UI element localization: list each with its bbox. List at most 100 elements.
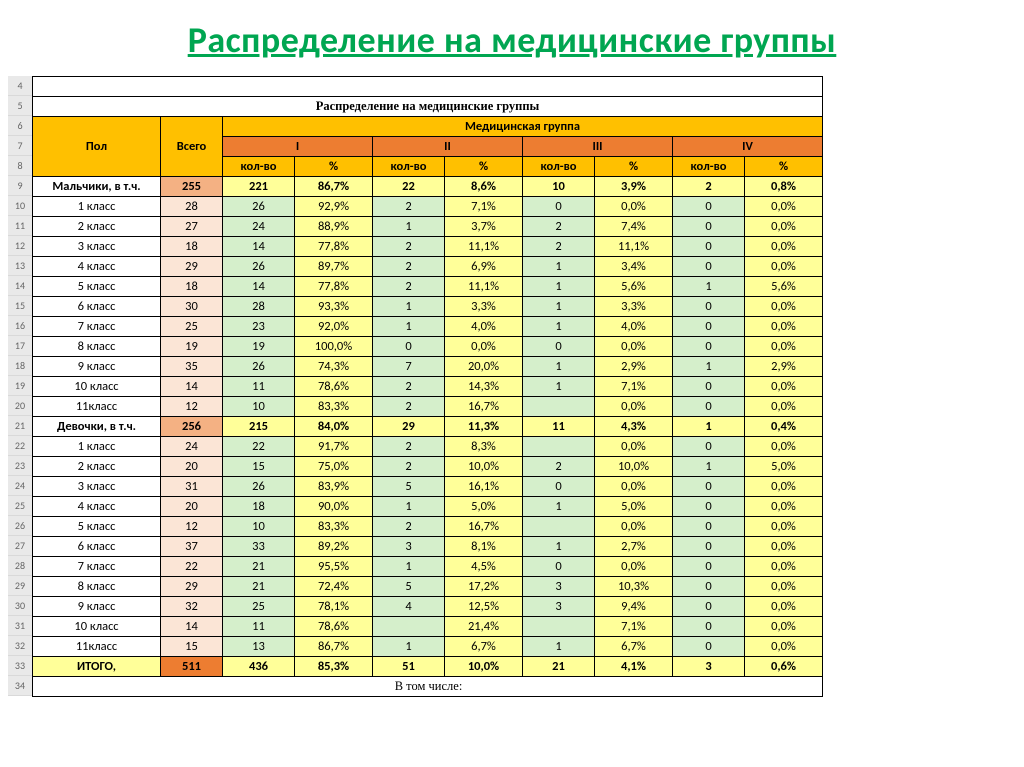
row-total: 14 [161,377,223,397]
row-number: 31 [8,616,32,636]
cell-count: 2 [673,177,745,197]
cell-percent: 0,0% [745,637,823,657]
header-total: Всего [161,117,223,177]
cell-percent: 20,0% [445,357,523,377]
cell-count: 1 [373,317,445,337]
table-row: 11класс121083,3%216,7%0,0%00,0% [33,397,823,417]
cell-count: 0 [673,197,745,217]
row-number: 27 [8,536,32,556]
row-number: 28 [8,556,32,576]
table-row: 6 класс373389,2%38,1%12,7%00,0% [33,537,823,557]
table-row: 11класс151386,7%16,7%16,7%00,0% [33,637,823,657]
cell-count: 14 [223,237,295,257]
row-total: 22 [161,557,223,577]
cell-count: 0 [673,297,745,317]
table-row: 5 класс181477,8%211,1%15,6%15,6% [33,277,823,297]
row-number: 19 [8,376,32,396]
cell-count: 0 [523,337,595,357]
cell-count: 0 [673,597,745,617]
cell-count: 3 [523,597,595,617]
table-row: 1 класс282692,9%27,1%00,0%00,0% [33,197,823,217]
cell-count: 2 [373,457,445,477]
cell-count: 0 [673,637,745,657]
cell-count: 0 [673,377,745,397]
cell-count: 1 [373,497,445,517]
cell-count: 22 [373,177,445,197]
cell-percent: 100,0% [295,337,373,357]
cell-count: 26 [223,257,295,277]
cell-percent: 3,3% [595,297,673,317]
cell-percent: 5,0% [745,457,823,477]
row-total: 32 [161,597,223,617]
cell-count [373,617,445,637]
cell-count: 0 [673,217,745,237]
table-row: 9 класс322578,1%412,5%39,4%00,0% [33,597,823,617]
cell-percent: 11,1% [445,237,523,257]
cell-count: 18 [223,497,295,517]
header-percent: % [295,157,373,177]
row-total: 20 [161,457,223,477]
cell-percent: 7,1% [595,617,673,637]
row-total: 29 [161,257,223,277]
table-row: Девочки, в т.ч.25621584,0%2911,3%114,3%1… [33,417,823,437]
cell-count: 2 [373,517,445,537]
cell-count: 0 [673,537,745,557]
cell-percent: 6,7% [445,637,523,657]
cell-percent: 75,0% [295,457,373,477]
cell-count: 1 [673,357,745,377]
cell-count [523,437,595,457]
cell-count: 0 [523,197,595,217]
cell-count: 26 [223,477,295,497]
row-number: 20 [8,396,32,416]
row-total: 20 [161,497,223,517]
cell-count: 2 [373,437,445,457]
cell-count: 0 [673,257,745,277]
cell-count: 1 [523,537,595,557]
cell-percent: 11,3% [445,417,523,437]
cell-count: 10 [523,177,595,197]
row-total: 25 [161,317,223,337]
cell-percent: 88,9% [295,217,373,237]
cell-count: 13 [223,637,295,657]
cell-percent: 16,1% [445,477,523,497]
row-number: 8 [8,156,32,176]
cell-count: 2 [523,217,595,237]
cell-percent: 10,0% [445,457,523,477]
cell-percent: 11,1% [445,277,523,297]
cell-percent: 7,4% [595,217,673,237]
cell-count: 215 [223,417,295,437]
cell-percent: 4,0% [445,317,523,337]
cell-count: 1 [523,377,595,397]
cell-percent: 0,0% [595,197,673,217]
cell-percent: 0,0% [745,557,823,577]
cell-count: 21 [223,557,295,577]
row-total: 19 [161,337,223,357]
cell-percent: 85,3% [295,657,373,677]
cell-percent: 0,0% [745,317,823,337]
cell-percent: 0,0% [595,517,673,537]
cell-percent: 0,0% [745,597,823,617]
row-label: 6 класс [33,297,161,317]
cell-count: 15 [223,457,295,477]
cell-percent: 0,0% [595,437,673,457]
header-count: кол-во [223,157,295,177]
cell-percent: 84,0% [295,417,373,437]
row-number: 23 [8,456,32,476]
cell-percent: 77,8% [295,277,373,297]
row-number: 7 [8,136,32,156]
cell-percent: 91,7% [295,437,373,457]
cell-percent: 0,0% [595,557,673,577]
cell-percent: 9,4% [595,597,673,617]
row-label: 3 класс [33,477,161,497]
cell-percent: 7,1% [595,377,673,397]
row-total: 24 [161,437,223,457]
cell-count: 436 [223,657,295,677]
cell-count: 2 [523,237,595,257]
cell-count: 0 [523,557,595,577]
row-label: 10 класс [33,617,161,637]
cell-count: 1 [373,217,445,237]
cell-percent: 93,3% [295,297,373,317]
cell-percent: 4,3% [595,417,673,437]
cell-count: 0 [673,237,745,257]
header-group: I [223,137,373,157]
